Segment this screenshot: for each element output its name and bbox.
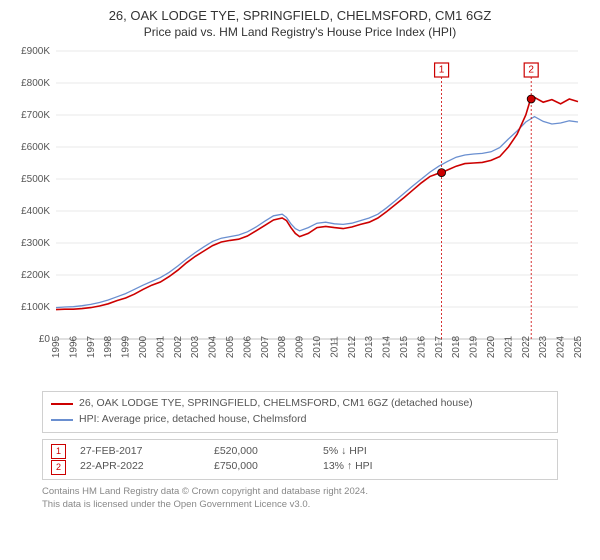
svg-text:£700K: £700K [21, 110, 50, 121]
svg-text:£100K: £100K [21, 302, 50, 313]
svg-text:2011: 2011 [329, 336, 340, 358]
svg-text:1997: 1997 [86, 335, 97, 358]
sale-marker-icon: 2 [51, 460, 66, 475]
legend-swatch [51, 403, 73, 405]
svg-text:2021: 2021 [503, 335, 514, 358]
svg-text:2: 2 [528, 65, 534, 76]
svg-text:1998: 1998 [103, 335, 114, 358]
svg-text:2023: 2023 [538, 335, 549, 358]
svg-text:£800K: £800K [21, 78, 50, 89]
svg-text:2002: 2002 [173, 335, 184, 358]
svg-text:£500K: £500K [21, 174, 50, 185]
sale-diff: 13% ↑ HPI [323, 459, 549, 475]
svg-text:2022: 2022 [521, 335, 532, 358]
sale-diff: 5% ↓ HPI [323, 444, 549, 460]
chart-svg: £0 £100K £200K £300K £400K £500K £600K £700K £80… [8, 45, 592, 385]
svg-text:2006: 2006 [242, 335, 253, 358]
footer-line-1: Contains HM Land Registry data © Crown c… [42, 486, 558, 499]
legend-label: 26, OAK LODGE TYE, SPRINGFIELD, CHELMSFO… [79, 396, 473, 412]
svg-text:2001: 2001 [155, 335, 166, 358]
svg-text:2025: 2025 [573, 335, 584, 358]
footer-line-2: This data is licensed under the Open Gov… [42, 499, 558, 512]
svg-text:2004: 2004 [208, 335, 219, 358]
legend-item: HPI: Average price, detached house, Chel… [51, 412, 549, 428]
svg-text:1996: 1996 [68, 335, 79, 358]
svg-text:1: 1 [439, 65, 445, 76]
sale-date: 27-FEB-2017 [80, 444, 200, 460]
svg-text:2016: 2016 [416, 335, 427, 358]
svg-text:2024: 2024 [556, 335, 567, 358]
svg-text:2009: 2009 [295, 335, 306, 358]
svg-text:£300K: £300K [21, 238, 50, 249]
chart-area: £0 £100K £200K £300K £400K £500K £600K £700K £80… [8, 45, 592, 385]
footer-attribution: Contains HM Land Registry data © Crown c… [42, 486, 558, 512]
svg-text:£600K: £600K [21, 142, 50, 153]
svg-text:2015: 2015 [399, 335, 410, 358]
svg-text:2010: 2010 [312, 335, 323, 358]
svg-text:£900K: £900K [21, 46, 50, 57]
sales-table: 1 27-FEB-2017 £520,000 5% ↓ HPI 2 22-APR-2022… [42, 439, 558, 481]
svg-text:2017: 2017 [434, 335, 445, 358]
svg-text:1999: 1999 [121, 335, 132, 358]
svg-text:2007: 2007 [260, 335, 271, 358]
svg-text:2012: 2012 [347, 335, 358, 358]
chart-title: 26, OAK LODGE TYE, SPRINGFIELD, CHELMSFO… [8, 8, 592, 23]
svg-text:2013: 2013 [364, 335, 375, 358]
svg-text:£0: £0 [39, 334, 51, 345]
legend-item: 26, OAK LODGE TYE, SPRINGFIELD, CHELMSFO… [51, 396, 549, 412]
sale-marker-icon: 1 [51, 444, 66, 459]
sale-row: 2 22-APR-2022 £750,000 13% ↑ HPI [51, 459, 549, 475]
legend-swatch [51, 419, 73, 421]
svg-text:2008: 2008 [277, 335, 288, 358]
svg-text:2020: 2020 [486, 335, 497, 358]
sale-date: 22-APR-2022 [80, 459, 200, 475]
sale-price: £750,000 [214, 459, 309, 475]
svg-text:2014: 2014 [382, 335, 393, 358]
svg-text:2019: 2019 [469, 335, 480, 358]
legend: 26, OAK LODGE TYE, SPRINGFIELD, CHELMSFO… [42, 391, 558, 433]
svg-text:£200K: £200K [21, 270, 50, 281]
svg-text:2005: 2005 [225, 335, 236, 358]
svg-text:£400K: £400K [21, 206, 50, 217]
sale-price: £520,000 [214, 444, 309, 460]
legend-label: HPI: Average price, detached house, Chel… [79, 412, 306, 428]
svg-text:2003: 2003 [190, 335, 201, 358]
svg-text:2000: 2000 [138, 335, 149, 358]
chart-subtitle: Price paid vs. HM Land Registry's House … [8, 25, 592, 39]
svg-text:2018: 2018 [451, 335, 462, 358]
sale-row: 1 27-FEB-2017 £520,000 5% ↓ HPI [51, 444, 549, 460]
svg-text:1995: 1995 [51, 335, 62, 358]
